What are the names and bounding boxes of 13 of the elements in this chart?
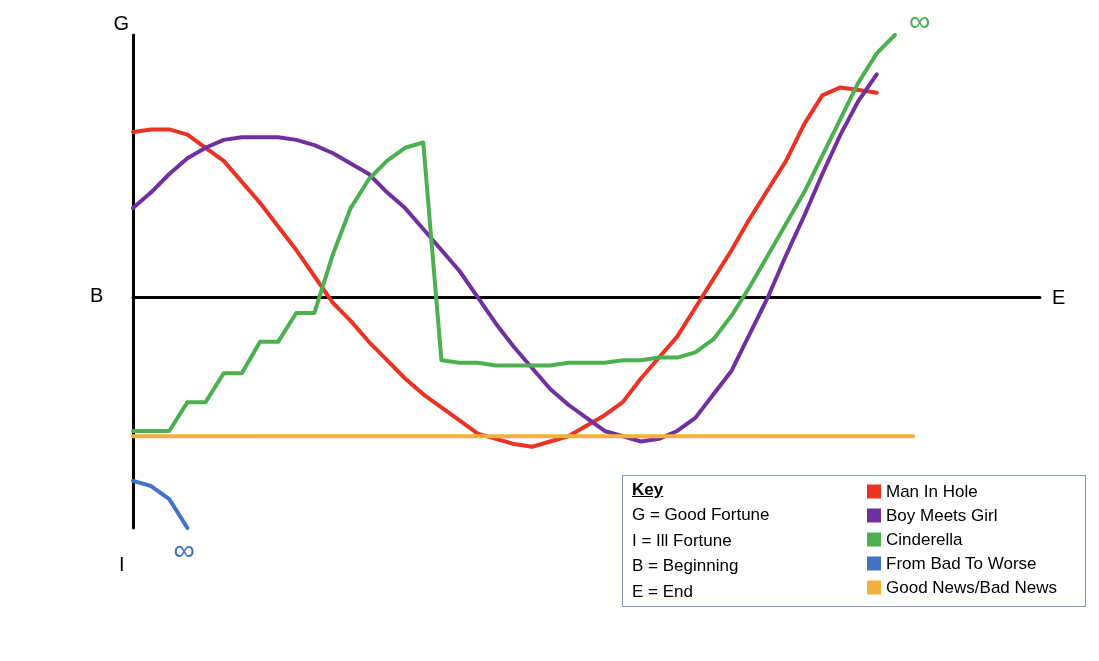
annotation: G = Good Fortune <box>632 504 770 525</box>
legend-title: Key <box>632 479 664 500</box>
legend-label: Boy Meets Girl <box>886 506 998 525</box>
legend-label: From Bad To Worse <box>886 554 1037 573</box>
text: ∞ <box>173 532 195 566</box>
legend-label: Good News/Bad News <box>886 578 1058 597</box>
x-axis-title: E <box>1052 286 1066 309</box>
y-axis-title: G <box>113 12 129 34</box>
annotation: ∞ <box>908 3 931 37</box>
text: B <box>90 284 104 306</box>
legend-label: Cinderella <box>886 530 964 549</box>
legend-label: Man In Hole <box>886 482 978 501</box>
text: I <box>119 553 125 575</box>
